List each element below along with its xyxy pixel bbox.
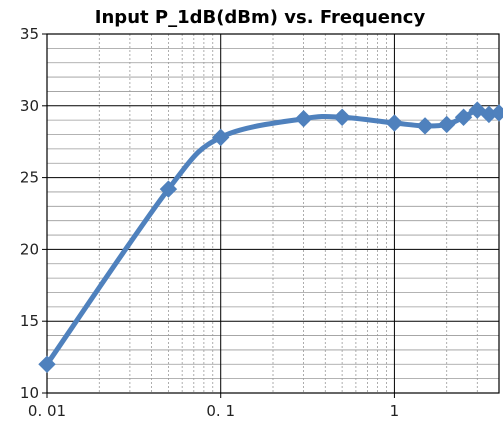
x-tick-label: 0. 1 (206, 402, 235, 420)
data-point-marker (333, 108, 351, 126)
grid (46, 33, 500, 394)
y-tick-label: 10 (20, 384, 39, 402)
data-point-marker (294, 110, 313, 128)
y-tick-label: 20 (20, 240, 39, 258)
y-tick-label: 15 (20, 312, 39, 330)
x-tick-label: 1 (390, 402, 400, 420)
y-tick-label: 35 (20, 25, 39, 43)
data-point-marker (490, 104, 503, 122)
data-point-marker (38, 355, 56, 373)
tick-labels: 10 15 20 25 30 35 0. 01 0. 1 1 (20, 25, 399, 420)
plot-border (46, 33, 500, 394)
axes (42, 33, 500, 398)
data-point-marker (385, 114, 404, 132)
y-tick-label: 25 (20, 169, 39, 187)
series (38, 101, 503, 373)
chart-title: Input P_1dB(dBm) vs. Frequency (95, 7, 426, 28)
x-tick-label: 0. 01 (28, 402, 66, 420)
data-point-marker (416, 117, 434, 135)
y-tick-label: 30 (20, 97, 39, 115)
data-point-marker (159, 180, 178, 198)
data-point-marker (212, 128, 230, 147)
data-point-marker (438, 115, 456, 134)
data-point-marker (454, 108, 473, 126)
